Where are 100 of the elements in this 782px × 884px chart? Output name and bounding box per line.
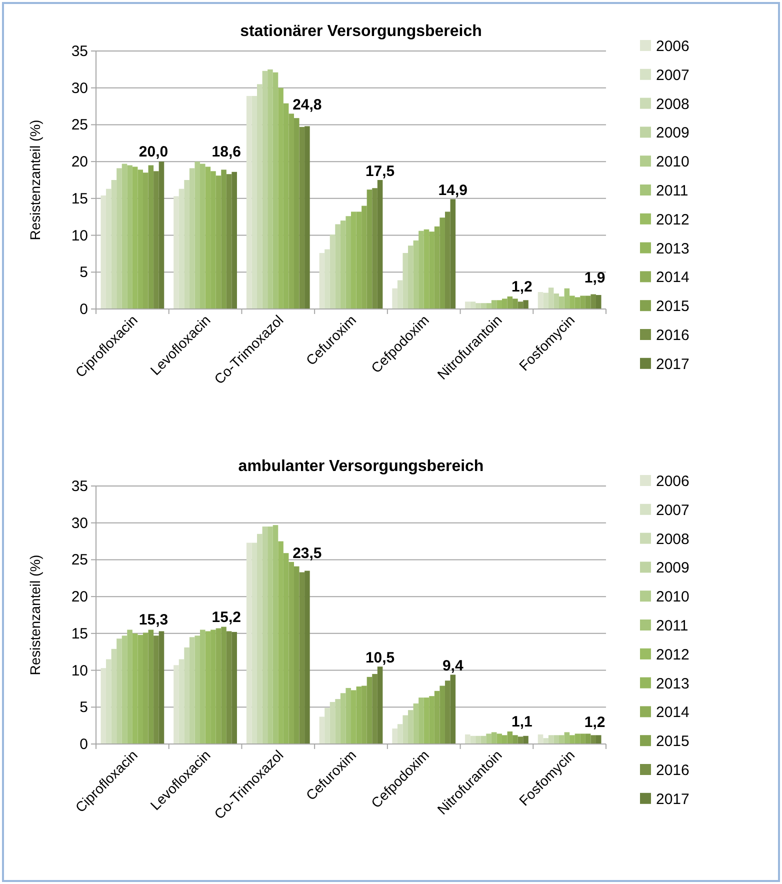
bar	[346, 216, 351, 309]
bar	[262, 70, 268, 309]
y-tick-label: 30	[71, 514, 88, 532]
bar	[257, 534, 262, 744]
data-label: 18,6	[212, 144, 241, 161]
bar	[408, 710, 414, 744]
y-tick-label: 20	[71, 154, 88, 171]
data-label: 9,4	[442, 658, 464, 675]
bar	[486, 734, 492, 744]
bar	[111, 648, 117, 744]
bar	[476, 303, 481, 309]
bar	[122, 636, 128, 744]
bar	[232, 632, 237, 744]
bar	[272, 525, 278, 744]
legend-label: 2012	[656, 646, 690, 664]
bar	[226, 174, 232, 309]
legend-label: 2016	[656, 327, 690, 344]
legend-label: 2013	[656, 675, 690, 692]
y-axis-title: Resistenzanteil (%)	[27, 120, 43, 240]
bar	[518, 302, 524, 309]
data-label: 15,2	[212, 608, 241, 626]
bar	[111, 180, 117, 309]
bar	[299, 572, 305, 744]
bar	[476, 736, 481, 744]
bar	[116, 638, 122, 744]
bar	[372, 674, 378, 744]
legend-label: 2010	[656, 154, 690, 171]
y-tick-label: 15	[71, 625, 88, 642]
bar	[304, 126, 310, 309]
bar	[486, 303, 492, 309]
data-label: 10,5	[365, 650, 395, 667]
bar	[564, 732, 570, 744]
y-tick-label: 0	[80, 301, 88, 318]
bar	[548, 288, 554, 309]
bar	[564, 288, 570, 309]
bar	[158, 162, 164, 309]
y-tick-label: 5	[80, 699, 88, 716]
legend-label: 2008	[656, 530, 690, 548]
legend-label: 2006	[656, 473, 690, 490]
bar	[413, 240, 419, 309]
legend-label: 2014	[656, 269, 690, 286]
legend-label: 2009	[656, 124, 690, 142]
legend-label: 2007	[656, 66, 690, 84]
legend-label: 2017	[656, 356, 690, 373]
legend-label: 2007	[656, 502, 690, 519]
bar	[116, 168, 122, 309]
bar	[127, 630, 132, 744]
bar	[158, 631, 164, 744]
bar	[340, 220, 346, 309]
y-tick-label: 25	[71, 552, 88, 569]
bar	[189, 637, 195, 744]
bar	[450, 199, 456, 309]
legend-label: 2009	[656, 560, 690, 577]
bar	[340, 693, 346, 744]
bar	[122, 164, 128, 309]
legend-label: 2015	[656, 733, 690, 750]
bar	[559, 735, 564, 744]
y-tick-label: 10	[71, 227, 88, 244]
data-label: 1,2	[512, 278, 532, 296]
legend-label: 2015	[656, 298, 690, 316]
y-tick-label: 5	[80, 264, 88, 282]
bar	[596, 735, 602, 744]
bar	[226, 631, 232, 744]
bar	[335, 699, 340, 744]
bar	[491, 732, 497, 744]
bar	[184, 647, 190, 744]
bar	[402, 715, 408, 744]
chart-title: stationärer Versorgungsbereich	[240, 23, 482, 40]
data-label: 20,0	[138, 144, 168, 161]
legend-label: 2006	[656, 38, 690, 55]
data-label: 24,8	[292, 96, 322, 114]
y-tick-label: 35	[71, 478, 88, 495]
bar	[299, 126, 305, 309]
bar	[372, 188, 378, 309]
bar	[377, 666, 383, 744]
bar	[330, 234, 336, 309]
legend-label: 2011	[656, 618, 688, 634]
y-tick-label: 10	[71, 662, 88, 680]
data-label: 14,9	[438, 182, 468, 200]
bar	[189, 168, 195, 309]
legend-label: 2017	[656, 790, 690, 808]
bar	[194, 636, 200, 744]
bar	[418, 698, 424, 744]
bar	[200, 164, 206, 309]
y-tick-label: 30	[71, 80, 88, 97]
data-label: 1,9	[584, 270, 606, 287]
bar	[346, 688, 351, 744]
bar	[154, 171, 159, 309]
bar	[444, 680, 450, 744]
bar	[154, 636, 159, 744]
chart-title: ambulanter Versorgungsbereich	[238, 458, 484, 475]
y-tick-label: 20	[71, 588, 88, 606]
bar	[304, 570, 310, 744]
data-label: 15,3	[138, 612, 168, 629]
bar	[330, 702, 336, 744]
bar	[232, 172, 237, 309]
bar	[377, 180, 383, 309]
bar	[184, 180, 190, 309]
bar	[491, 300, 497, 309]
legend-label: 2010	[656, 588, 690, 606]
